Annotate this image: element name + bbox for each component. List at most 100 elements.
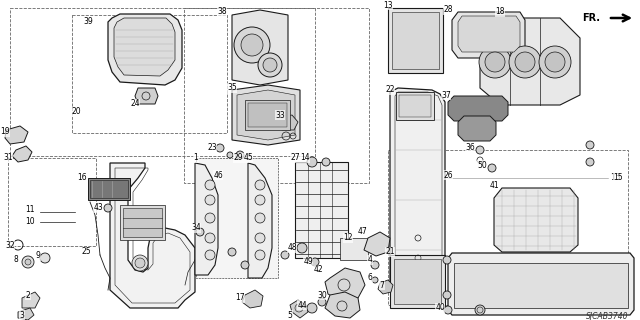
Polygon shape (325, 292, 360, 318)
Text: 16: 16 (77, 173, 87, 182)
Polygon shape (458, 16, 520, 52)
Polygon shape (378, 280, 393, 294)
Text: 2: 2 (26, 291, 30, 300)
Polygon shape (454, 263, 628, 308)
Text: 1: 1 (194, 154, 198, 163)
Polygon shape (248, 163, 272, 278)
Polygon shape (276, 115, 298, 130)
Polygon shape (242, 290, 263, 308)
Circle shape (205, 250, 215, 260)
Text: 33: 33 (275, 110, 285, 119)
Bar (184, 8, 369, 183)
Circle shape (40, 253, 50, 263)
Circle shape (234, 27, 270, 63)
Circle shape (443, 256, 451, 264)
Circle shape (263, 58, 277, 72)
Circle shape (205, 233, 215, 243)
Polygon shape (108, 14, 182, 85)
Circle shape (258, 53, 282, 77)
Circle shape (135, 258, 145, 268)
Text: 22: 22 (385, 85, 395, 94)
Text: 17: 17 (235, 293, 245, 302)
Circle shape (318, 298, 326, 306)
Text: 41: 41 (489, 180, 499, 189)
Polygon shape (110, 163, 195, 308)
Polygon shape (390, 255, 445, 308)
Circle shape (104, 204, 112, 212)
Text: 42: 42 (313, 266, 323, 275)
Polygon shape (232, 85, 300, 145)
Circle shape (475, 305, 485, 315)
Circle shape (22, 256, 34, 268)
Polygon shape (12, 146, 32, 162)
Text: 32: 32 (5, 241, 15, 250)
Circle shape (545, 52, 565, 72)
Polygon shape (448, 96, 508, 121)
Circle shape (205, 213, 215, 223)
Circle shape (372, 277, 378, 283)
Text: 14: 14 (300, 154, 310, 163)
Text: 26: 26 (443, 171, 453, 180)
Circle shape (515, 52, 535, 72)
Bar (388, 8, 443, 73)
Text: 30: 30 (317, 291, 327, 300)
Bar (399, 95, 431, 117)
Text: 20: 20 (71, 108, 81, 116)
Circle shape (205, 180, 215, 190)
Polygon shape (232, 10, 288, 85)
Text: 3: 3 (20, 310, 24, 319)
Text: 28: 28 (444, 5, 452, 14)
Text: 11: 11 (25, 205, 35, 214)
Text: 50: 50 (477, 161, 487, 170)
Text: 7: 7 (380, 281, 385, 290)
Circle shape (196, 228, 204, 236)
Polygon shape (364, 232, 390, 256)
Text: 44: 44 (297, 300, 307, 309)
Text: 39: 39 (83, 18, 93, 27)
Text: 47: 47 (357, 228, 367, 236)
Polygon shape (135, 88, 158, 104)
Circle shape (255, 195, 265, 205)
Polygon shape (448, 253, 634, 315)
Circle shape (227, 152, 233, 158)
Polygon shape (295, 162, 348, 258)
Circle shape (255, 250, 265, 260)
Polygon shape (494, 188, 578, 252)
Text: 6: 6 (367, 274, 372, 283)
Text: 15: 15 (610, 173, 620, 182)
Polygon shape (18, 308, 34, 320)
Circle shape (586, 141, 594, 149)
Circle shape (479, 46, 511, 78)
Text: 45: 45 (243, 154, 253, 163)
Circle shape (307, 157, 317, 167)
Circle shape (241, 34, 263, 56)
Bar (8, 158, 96, 246)
Polygon shape (114, 18, 175, 76)
Bar (88, 178, 130, 200)
Bar (245, 100, 290, 130)
Text: 13: 13 (383, 1, 393, 10)
Circle shape (297, 243, 307, 253)
Bar (72, 15, 227, 133)
Circle shape (236, 151, 244, 159)
Circle shape (539, 46, 571, 78)
Text: FR.: FR. (582, 13, 600, 23)
Text: 10: 10 (25, 218, 35, 227)
Circle shape (241, 261, 249, 269)
Polygon shape (452, 12, 525, 58)
Circle shape (476, 146, 484, 154)
Polygon shape (390, 88, 445, 304)
Bar (123, 208, 162, 237)
Text: 8: 8 (13, 255, 19, 265)
Bar (340, 238, 368, 260)
Text: 18: 18 (495, 7, 505, 17)
Text: 9: 9 (36, 252, 40, 260)
Circle shape (307, 303, 317, 313)
Circle shape (485, 52, 505, 72)
Text: 12: 12 (343, 234, 353, 243)
Polygon shape (394, 259, 441, 304)
Text: 24: 24 (130, 100, 140, 108)
Text: 36: 36 (465, 143, 475, 153)
Bar (396, 92, 434, 120)
Polygon shape (325, 268, 365, 302)
